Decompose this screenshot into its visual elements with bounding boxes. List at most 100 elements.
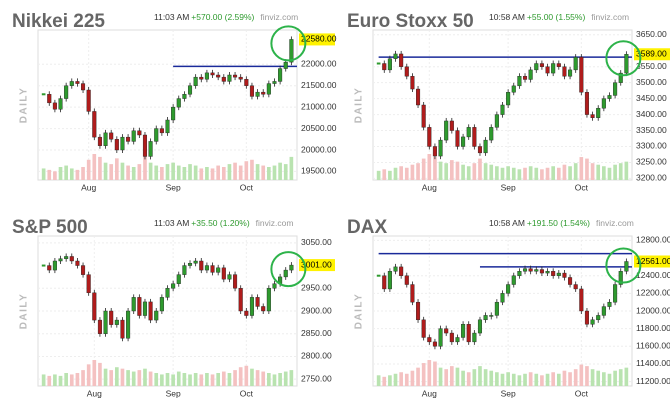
panel: DAX 10:58 AM +191.50 (1.54%) finviz.com DAIL… [347,217,670,398]
volume-bar [160,167,164,180]
volume-bar [255,370,260,386]
volume-bar [92,154,97,180]
volume-bar [261,165,266,180]
volume-bar [69,168,74,180]
volume-bar [171,374,175,386]
volume-bar [233,162,237,180]
candle [393,266,398,272]
volume-bar [517,169,522,180]
volume-bar [182,373,187,386]
candle [126,310,131,339]
volume-bar [41,374,46,386]
volume-bar [193,165,198,180]
x-tick-label: Aug [81,182,96,192]
candle [472,127,477,147]
candle [449,120,454,131]
x-tick-label: Sep [501,182,516,192]
candle [416,301,421,321]
candle [601,98,606,109]
candle [601,306,606,316]
volume-bar [382,376,387,386]
candle [483,315,488,321]
volume-bar [579,364,584,386]
candle [461,136,466,147]
volume-bar [137,164,142,180]
plot-frame [37,29,298,181]
candle [506,284,511,294]
candle [399,53,404,67]
volume-bar [562,164,567,180]
volume-bar [399,166,403,180]
candle [47,265,52,271]
header: 11:03 AM +35.50 (1.20%) finviz.com [154,218,293,228]
candle [382,63,387,71]
volume-bar [160,374,164,386]
candle [387,58,392,71]
candle [551,271,556,276]
volume-bar [624,161,629,180]
candle [283,269,288,278]
volume-bar [404,167,409,180]
panel-title: Euro Stoxx 50 [347,11,474,32]
candle [382,275,387,290]
candle [455,337,460,343]
volume-bar [114,367,119,386]
volume-bar [199,374,204,386]
y-tick-label: 12000.00 [636,305,670,315]
volume-bar [154,373,159,386]
volume-bar [399,372,403,386]
volume-bar [244,365,249,386]
last-price-label: 22580.00 [301,34,337,44]
candle [477,319,483,334]
volume-bar [283,371,288,386]
candle [114,319,119,325]
volume-bar [449,366,454,386]
panel: Euro Stoxx 50 10:58 AM +55.00 (1.55%) finvi… [347,11,670,192]
y-tick-label: 11800.00 [636,323,670,333]
candle [266,288,271,312]
candle [613,284,618,303]
candle [289,264,294,271]
candle [47,94,52,104]
candle [511,85,516,93]
y-tick-label: 2900.00 [301,305,332,315]
volume-bar [545,167,550,180]
x-tick-label: Sep [166,182,181,192]
candle [238,288,243,312]
candle [148,141,153,157]
volume-bar [416,367,420,386]
volume-bar [148,371,153,386]
header-part: 10:58 AM [489,12,525,22]
candle [261,306,266,312]
volume-bar [613,164,617,180]
volume-bar [278,373,282,386]
x-tick-label: Sep [166,388,181,398]
candle [438,139,443,157]
candle [187,85,193,95]
volume-bar [478,158,482,180]
last-price-box [299,259,335,272]
candle [148,301,153,321]
candle [590,114,595,118]
candle [221,76,226,82]
candle [120,136,125,151]
candle [590,319,595,325]
volume-bar [602,166,606,180]
header-part: finviz.com [260,12,298,22]
volume-bar [433,157,437,180]
candle [244,79,249,86]
x-tick-label: Aug [422,182,437,192]
header: 10:58 AM +55.00 (1.55%) finviz.com [489,12,629,22]
y-tick-label: 3250.00 [636,157,667,167]
volume-bar [517,375,522,386]
candle [410,76,415,90]
volume-bar [483,369,488,386]
candle [517,271,522,276]
volume-bar [444,163,449,180]
candle [376,274,381,277]
volume-bar [438,367,443,386]
candle [249,85,254,97]
volume-bar [289,370,294,386]
panel-title: Nikkei 225 [12,11,105,32]
